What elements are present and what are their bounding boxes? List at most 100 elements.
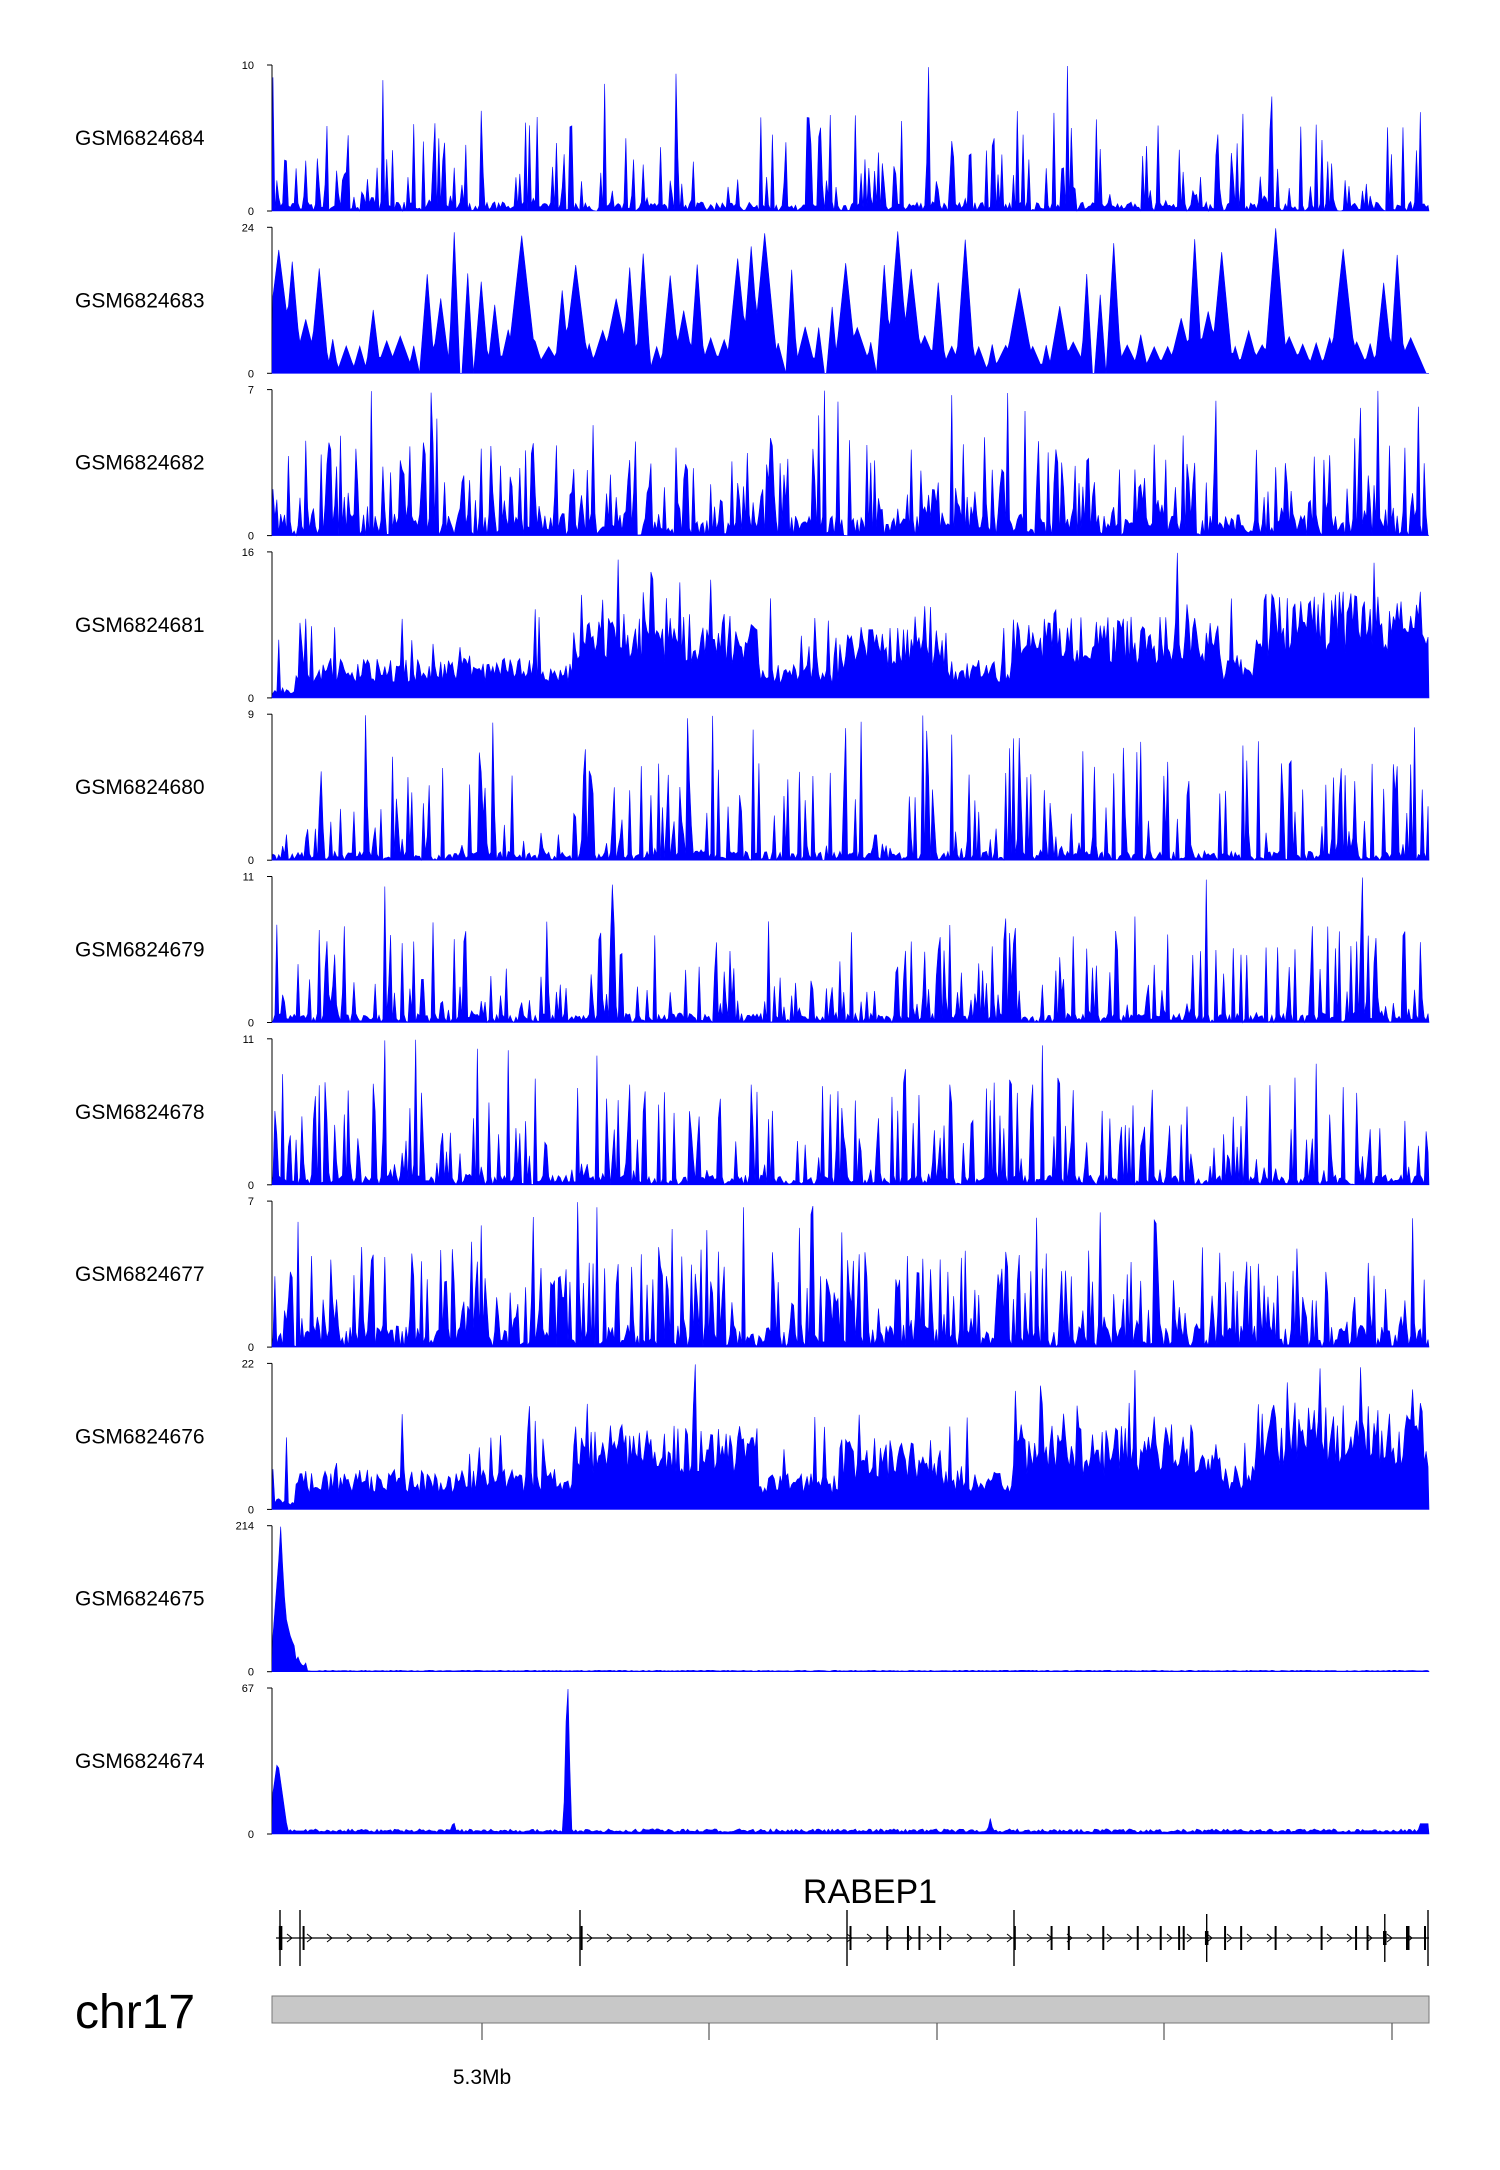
y-axis-max-label: 11: [243, 872, 254, 884]
strand-arrow: [1146, 1933, 1153, 1943]
strand-arrow: [1326, 1933, 1333, 1943]
strand-arrow: [666, 1933, 673, 1943]
gene-exon: [1424, 1926, 1426, 1950]
strand-arrow: [806, 1933, 813, 1943]
y-axis-min-label: 0: [248, 531, 254, 543]
strand-arrow: [1086, 1933, 1093, 1943]
chromosome-bar: [271, 1995, 1430, 2024]
y-axis-max-label: 24: [242, 222, 254, 234]
signal-area: [271, 65, 1430, 213]
strand-arrow: [966, 1933, 973, 1943]
strand-arrow: [446, 1933, 453, 1943]
gene-exon: [1274, 1926, 1277, 1950]
track-name-label: GSM6824674: [75, 1750, 205, 1773]
strand-arrow: [1126, 1933, 1133, 1943]
strand-arrow: [366, 1933, 373, 1943]
track-name-label: GSM6824679: [75, 939, 205, 962]
gene-exon: [580, 1926, 583, 1950]
gene-exon: [906, 1926, 909, 1950]
gene-exon: [1013, 1926, 1016, 1950]
chromosome-label: chr17: [75, 1986, 195, 2039]
y-axis-min-label: 0: [248, 1667, 254, 1679]
track-GSM6824680: GSM6824680 9 0: [75, 709, 1430, 867]
signal-tracks: GSM6824684100GSM6824683240GSM682468270GS…: [75, 60, 1430, 1841]
gene-exon: [1178, 1926, 1181, 1950]
gene-exon: [849, 1926, 852, 1950]
gene-track: RABEP1: [276, 1873, 1429, 1966]
y-axis-max-label: 16: [242, 547, 254, 559]
strand-arrow: [846, 1933, 853, 1943]
y-axis-min-label: 0: [248, 368, 254, 380]
strand-arrow: [406, 1933, 413, 1943]
gene-exon: [1067, 1926, 1070, 1950]
track-name-label: GSM6824683: [75, 289, 205, 312]
y-axis-min-label: 0: [248, 855, 254, 867]
gene-exon: [302, 1926, 305, 1950]
y-axis-min-label: 0: [248, 693, 254, 705]
strand-arrow: [306, 1933, 313, 1943]
track-GSM6824675: GSM6824675 214 0: [75, 1521, 1430, 1679]
strand-arrow: [566, 1933, 573, 1943]
y-axis-max-label: 214: [236, 1521, 254, 1533]
signal-area: [271, 1526, 1430, 1672]
track-name-label: GSM6824680: [75, 776, 205, 799]
gene-exon: [1366, 1926, 1369, 1950]
track-name-label: GSM6824684: [75, 127, 205, 150]
track-GSM6824676: GSM6824676 22 0: [75, 1358, 1430, 1516]
y-axis-min-label: 0: [248, 1018, 254, 1030]
track-GSM6824682: GSM6824682 7 0: [75, 385, 1430, 543]
signal-area: [271, 1364, 1430, 1510]
strand-arrow: [286, 1933, 293, 1943]
y-axis-max-label: 9: [248, 709, 254, 721]
strand-arrow: [746, 1933, 753, 1943]
coordinate-axis: [481, 2023, 1393, 2040]
track-GSM6824674: GSM6824674 67 0: [75, 1683, 1430, 1841]
gene-exon: [1355, 1926, 1358, 1950]
strand-arrow: [726, 1933, 733, 1943]
signal-area: [271, 228, 1429, 374]
strand-arrow: [706, 1933, 713, 1943]
signal-area: [271, 1688, 1430, 1835]
strand-arrow: [1286, 1933, 1293, 1943]
y-axis-min-label: 0: [248, 1504, 254, 1516]
track-name-label: GSM6824678: [75, 1101, 205, 1124]
strand-arrow: [1266, 1933, 1273, 1943]
strand-arrow: [926, 1933, 933, 1943]
strand-arrow: [1106, 1933, 1113, 1943]
gene-exon: [1320, 1926, 1323, 1950]
gene-exon: [1240, 1926, 1243, 1950]
y-axis-max-label: 11: [243, 1034, 254, 1046]
signal-area: [271, 1202, 1430, 1349]
strand-arrow: [1206, 1933, 1213, 1943]
strand-arrow: [646, 1933, 653, 1943]
strand-arrow: [1006, 1933, 1013, 1943]
strand-arrow: [546, 1933, 553, 1943]
gene-exon: [1224, 1926, 1227, 1950]
track-GSM6824683: GSM6824683 24 0: [75, 222, 1429, 380]
track-name-label: GSM6824677: [75, 1263, 205, 1286]
track-GSM6824679: GSM6824679 11 0: [75, 872, 1430, 1030]
strand-arrow: [986, 1933, 993, 1943]
strand-arrow: [946, 1933, 953, 1943]
strand-arrow: [1346, 1933, 1353, 1943]
gene-exon: [1102, 1926, 1105, 1950]
gene-exon: [1406, 1926, 1410, 1950]
strand-arrow: [1386, 1933, 1393, 1943]
y-axis-max-label: 7: [248, 1196, 254, 1208]
track-name-label: GSM6824681: [75, 614, 205, 637]
strand-arrow: [1306, 1933, 1313, 1943]
strand-arrow: [586, 1933, 593, 1943]
gene-model: [276, 1910, 1429, 1966]
strand-arrow: [686, 1933, 693, 1943]
chromosome-ideogram: chr17 5.3Mb: [75, 1986, 1430, 2089]
strand-arrow: [606, 1933, 613, 1943]
strand-arrow: [506, 1933, 513, 1943]
strand-arrow: [1026, 1933, 1033, 1943]
signal-area: [271, 1039, 1430, 1186]
y-axis-min-label: 0: [248, 206, 254, 218]
y-axis-min-label: 0: [248, 1342, 254, 1354]
y-axis-max-label: 7: [248, 385, 254, 397]
strand-arrow: [626, 1933, 633, 1943]
gene-exon: [1159, 1926, 1162, 1950]
